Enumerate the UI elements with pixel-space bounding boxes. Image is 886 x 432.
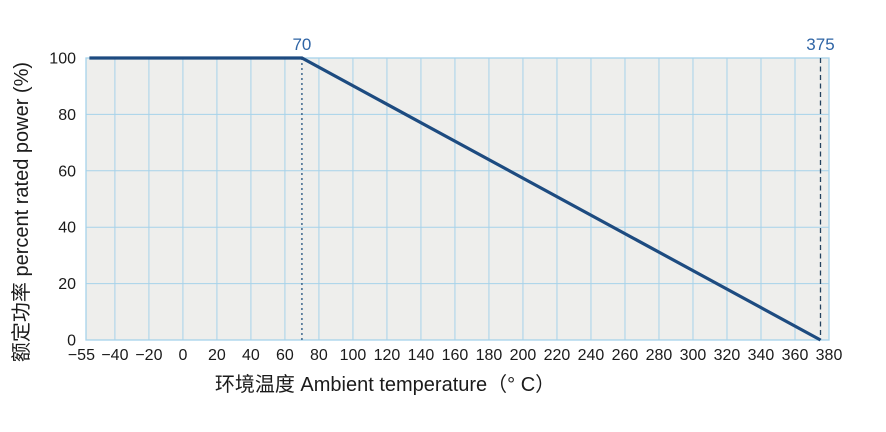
x-tick-label: 140 <box>408 347 435 364</box>
y-tick-label: 40 <box>58 220 76 237</box>
chart-plot-canvas: −55 −40 −20 0 20 40 60 80 100 120 140 160 180 200 220 2… <box>49 51 843 365</box>
x-tick-label: 260 <box>612 347 639 364</box>
annotation-label-70: 70 <box>292 35 312 54</box>
x-tick-label: 100 <box>340 347 367 364</box>
x-tick-label: 300 <box>680 347 707 364</box>
x-tick-label: −40 <box>101 347 128 364</box>
x-tick-label: 220 <box>544 347 571 364</box>
x-tick-label: −55 <box>68 347 95 364</box>
x-tick-label: 200 <box>510 347 537 364</box>
x-tick-label: 80 <box>310 347 328 364</box>
x-tick-label: −20 <box>135 347 162 364</box>
x-tick-label: 360 <box>782 347 809 364</box>
x-tick-label: 40 <box>242 347 260 364</box>
derating-curve-line <box>89 56 822 342</box>
y-tick-label: 80 <box>58 107 76 124</box>
x-tick-label: 60 <box>276 347 294 364</box>
y-tick-label: 20 <box>58 276 76 293</box>
y-tick-label: 100 <box>49 51 76 68</box>
annotation-label-375: 375 <box>806 35 835 54</box>
x-tick-label: 160 <box>442 347 469 364</box>
derating-chart-figure: −55 −40 −20 0 20 40 60 80 100 120 140 160 180 200 220 2… <box>11 35 843 396</box>
y-axis-title: 额定功率 percent rated power (%) <box>11 61 33 363</box>
y-tick-label: 0 <box>67 333 76 350</box>
plot-background <box>86 58 829 340</box>
plot-border <box>85 57 830 341</box>
y-tick-label: 60 <box>58 163 76 180</box>
x-tick-label: 240 <box>578 347 605 364</box>
x-tick-label: 180 <box>476 347 503 364</box>
x-tick-label: 20 <box>208 347 226 364</box>
x-tick-label: 120 <box>374 347 401 364</box>
x-tick-label: 0 <box>178 347 187 364</box>
x-tick-label: 280 <box>646 347 673 364</box>
x-tick-label: 380 <box>816 347 843 364</box>
x-axis-title: 环境温度 Ambient temperature（° C） <box>214 374 556 396</box>
x-tick-label: 320 <box>714 347 741 364</box>
x-tick-label: 340 <box>748 347 775 364</box>
